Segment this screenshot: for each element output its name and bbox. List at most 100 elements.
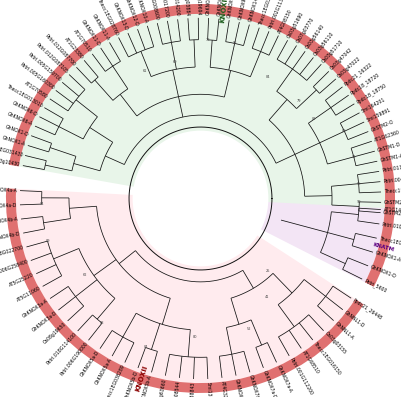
Text: 41: 41 <box>265 295 269 299</box>
Text: AT5G25220: AT5G25220 <box>8 273 35 288</box>
Text: Os01g19694: Os01g19694 <box>195 0 201 15</box>
Text: GhKNOX6-A: GhKNOX6-A <box>6 112 33 127</box>
Wedge shape <box>245 201 385 282</box>
Text: Ppdc18_18750: Ppdc18_18750 <box>355 82 387 105</box>
Text: GhKNOX8-A: GhKNOX8-A <box>206 0 213 15</box>
Text: GhKNOX5b-D: GhKNOX5b-D <box>124 370 139 397</box>
Text: KNATM: KNATM <box>373 242 395 253</box>
Text: 73: 73 <box>205 38 210 42</box>
Text: 61: 61 <box>142 69 147 73</box>
Text: Potri.001G112200: Potri.001G112200 <box>288 357 313 396</box>
Text: 89: 89 <box>45 239 50 243</box>
Text: Os03g47042: Os03g47042 <box>329 47 353 71</box>
Text: 88: 88 <box>342 129 346 133</box>
Text: GhKNOX14-A: GhKNOX14-A <box>248 0 261 23</box>
Text: 99: 99 <box>357 200 362 204</box>
Text: 25: 25 <box>266 269 270 273</box>
Text: 82: 82 <box>312 117 317 121</box>
Text: GhSTM2-A: GhSTM2-A <box>383 210 401 217</box>
Wedge shape <box>6 188 364 393</box>
Text: Potri.005G160300: Potri.005G160300 <box>19 62 55 91</box>
Text: Thecc1EG038289: Thecc1EG038289 <box>104 364 126 397</box>
Text: Os03g51710: Os03g51710 <box>321 39 345 64</box>
Text: Smi159891: Smi159891 <box>366 108 391 123</box>
Text: Potri.018G022700: Potri.018G022700 <box>0 245 24 261</box>
Text: Thecc1EG079720: Thecc1EG079720 <box>379 236 401 250</box>
Text: GhKNOX7b-D: GhKNOX7b-D <box>234 378 245 397</box>
Text: Potri.013G008600: Potri.013G008600 <box>144 0 159 21</box>
Text: Ppdc18_18720: Ppdc18_18720 <box>349 71 381 96</box>
Text: GhKNOX5a-A: GhKNOX5a-A <box>94 357 113 385</box>
Text: Potri.012G087105: Potri.012G087105 <box>35 42 69 75</box>
Text: 84: 84 <box>265 75 270 79</box>
Text: Smi138843: Smi138843 <box>190 382 196 397</box>
Text: Potri.005G017200: Potri.005G017200 <box>157 0 169 19</box>
Text: GhKNOX8-D: GhKNOX8-D <box>217 0 225 16</box>
Text: GhSTM2-O: GhSTM2-O <box>370 119 395 133</box>
Text: GhKNOX9-A: GhKNOX9-A <box>227 0 237 18</box>
Text: Potri.010G034308: Potri.010G034308 <box>382 222 401 233</box>
Text: 52: 52 <box>247 327 251 331</box>
Text: Potri.005G014200: Potri.005G014200 <box>170 0 180 17</box>
Text: KNOXII: KNOXII <box>135 365 149 393</box>
Text: Os03g56140: Os03g56140 <box>305 24 326 50</box>
Text: Potri.002G113300: Potri.002G113300 <box>268 0 288 30</box>
Text: Os07g03770: Os07g03770 <box>296 17 316 44</box>
Text: GhKNOX4a-A: GhKNOX4a-A <box>0 187 17 193</box>
Text: Thecc1EG016150: Thecc1EG016150 <box>312 341 342 376</box>
Wedge shape <box>5 168 22 183</box>
Text: 80: 80 <box>193 335 197 339</box>
Text: GhKNOX7b-A: GhKNOX7b-A <box>248 374 261 397</box>
Text: Thecc1EG013010: Thecc1EG013010 <box>6 84 43 108</box>
Text: GhSTM1-D: GhSTM1-D <box>377 142 401 153</box>
Text: Os03g03155: Os03g03155 <box>324 331 347 356</box>
Text: Potri.005G159700: Potri.005G159700 <box>26 52 62 83</box>
Text: Potri_5600: Potri_5600 <box>363 278 388 294</box>
Text: GhKNOX3a-A: GhKNOX3a-A <box>22 298 49 319</box>
Text: GhKNOX4b-A: GhKNOX4b-A <box>0 217 18 225</box>
Text: GhKNOX10-A: GhKNOX10-A <box>135 0 149 24</box>
Text: AT4G32360: AT4G32360 <box>220 380 228 397</box>
Text: GhKNOX5b-A: GhKNOX5b-A <box>140 374 153 397</box>
Text: Potri.004G004700: Potri.004G004700 <box>383 175 401 184</box>
Text: AT1G70580: AT1G70580 <box>24 81 49 99</box>
Text: AT1G23380: AT1G23380 <box>63 36 84 60</box>
Text: 84: 84 <box>143 345 148 349</box>
Text: AT1G68510: AT1G68510 <box>301 349 320 374</box>
Text: AT1G70510: AT1G70510 <box>73 29 93 53</box>
Text: AT1G14760: AT1G14760 <box>383 207 401 214</box>
Text: Potri.018G114100: Potri.018G114100 <box>45 331 78 366</box>
Text: 88: 88 <box>100 321 104 325</box>
Text: Os03g47022: Os03g47022 <box>336 56 362 79</box>
Text: Os03g51690: Os03g51690 <box>287 11 305 39</box>
Text: GhKNOX3a-D: GhKNOX3a-D <box>31 310 58 333</box>
Text: AT5G11060: AT5G11060 <box>16 285 41 303</box>
Text: Thecc1EG028760: Thecc1EG028760 <box>97 0 119 36</box>
Text: GhKNOX6-D: GhKNOX6-D <box>11 101 38 118</box>
Text: GhKNOX7a-D: GhKNOX7a-D <box>262 370 277 397</box>
Wedge shape <box>16 189 355 383</box>
Text: GhNOX1-A: GhNOX1-A <box>1 135 26 147</box>
Text: GhKNOX11-D: GhKNOX11-D <box>80 19 101 47</box>
Text: 91: 91 <box>352 155 356 159</box>
Text: Os06g63660: Os06g63660 <box>157 378 167 397</box>
Text: Potri.006G258400: Potri.006G258400 <box>0 259 29 278</box>
Wedge shape <box>354 283 374 303</box>
Text: GhKNOX12-D: GhKNOX12-D <box>124 0 139 27</box>
Text: AT4G08150: AT4G08150 <box>277 8 294 34</box>
Text: 69: 69 <box>173 60 177 64</box>
Text: KNOXI: KNOXI <box>219 0 228 23</box>
Text: Smi164201: Smi164201 <box>361 97 386 114</box>
Wedge shape <box>133 131 268 266</box>
Text: Potri.012G087700: Potri.012G087700 <box>44 33 76 67</box>
Text: GhKNOX1-A: GhKNOX1-A <box>375 251 401 264</box>
Text: Thecc1EG030002: Thecc1EG030002 <box>384 188 401 195</box>
Text: GhKNOX13-D: GhKNOX13-D <box>112 2 129 31</box>
Text: 62: 62 <box>83 274 87 278</box>
Text: Ppdc21_16322: Ppdc21_16322 <box>343 62 373 87</box>
Wedge shape <box>365 208 395 287</box>
Text: Os03g10430: Os03g10430 <box>0 157 20 168</box>
Text: GhSTM2-D: GhSTM2-D <box>384 200 401 205</box>
Text: Os08g19650: Os08g19650 <box>42 321 67 345</box>
Text: AT1G62360: AT1G62360 <box>374 129 401 143</box>
